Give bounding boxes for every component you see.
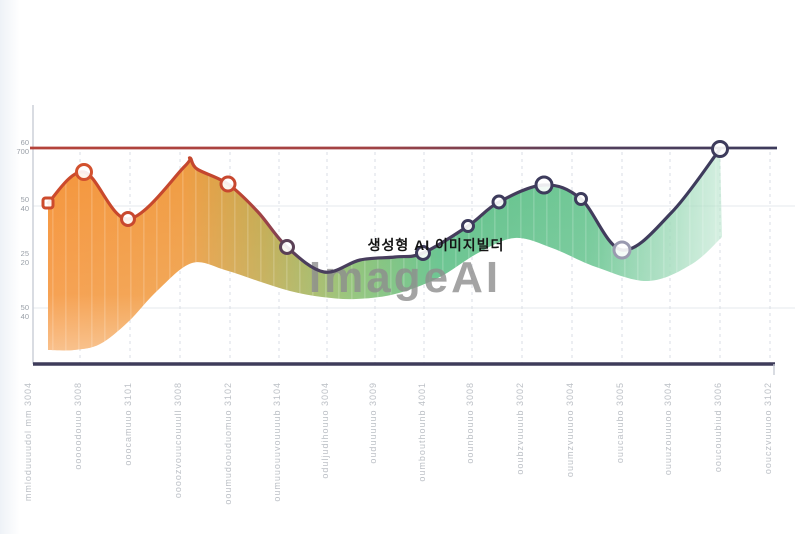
data-point-marker [75, 163, 93, 181]
data-point-marker [612, 240, 632, 260]
x-tick-label: oumbouthounb 4001 [417, 382, 427, 482]
y-tick-label: 20 [21, 258, 29, 267]
x-tick-label: ouucauubo 3005 [615, 382, 625, 463]
band-bottom-fade [48, 149, 722, 351]
x-tick-label: ouduuuuuo 3009 [368, 382, 378, 464]
x-tick-label: ooooodouuo 3008 [73, 382, 83, 470]
x-tick-label: ooubzvuuuub 3002 [515, 382, 525, 475]
watermark-brand-text: ImageAI [309, 253, 501, 302]
data-point-marker [574, 192, 588, 206]
x-tick-label: oooozvouucouuull 3008 [173, 382, 183, 498]
band-group [48, 149, 722, 351]
data-point-marker [120, 211, 136, 227]
x-tick-label: oounbouuo 3008 [465, 382, 475, 464]
data-point-marker [219, 175, 237, 193]
x-tick-label: oumuuouuvouuuub 3104 [272, 382, 282, 502]
band-layer [48, 149, 722, 351]
watermark-korean-text: 생성형 AI 이미지빌더 [368, 237, 505, 253]
data-point-marker [491, 194, 507, 210]
x-tick-label: mmloduuuudol mm 3004 [23, 382, 33, 501]
x-tick-label: ouumzvuuuoo 3004 [565, 382, 575, 477]
y-tick-label: 25 [21, 249, 29, 258]
data-point-marker [711, 140, 729, 158]
data-point-marker [461, 219, 475, 233]
x-tick-label: oduljudihouuo 3004 [320, 382, 330, 479]
x-tick-label: ooocamuuo 3101 [123, 382, 133, 466]
x-tick-label: ouuuzouuuoo 3004 [663, 382, 673, 475]
marker-layer [41, 140, 729, 261]
y-tick-label: 50 [21, 303, 29, 312]
y-tick-label: 40 [21, 312, 29, 321]
y-tick-label: 60 [21, 138, 29, 147]
x-tick-label: ooucouubiud 3006 [713, 382, 723, 472]
x-tick-label: ooumudoouduomuo 3102 [223, 382, 233, 505]
y-tick-label: 700 [16, 147, 29, 156]
data-point-marker [279, 239, 295, 255]
data-point-marker [415, 245, 431, 261]
y-tick-label: 50 [21, 195, 29, 204]
y-tick-label: 40 [21, 204, 29, 213]
data-point-marker [41, 196, 55, 210]
x-tick-label: oouczvuuuoo 3102 [763, 382, 773, 474]
data-point-marker [534, 175, 554, 195]
